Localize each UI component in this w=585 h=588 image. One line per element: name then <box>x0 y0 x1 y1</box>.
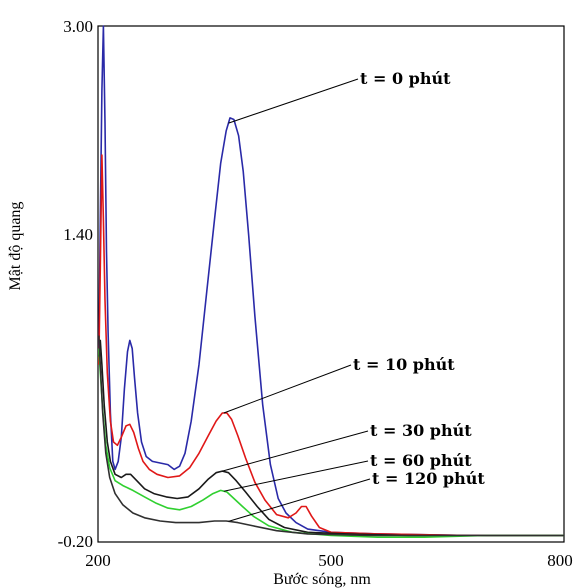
y-tick-label: -0.20 <box>58 532 93 551</box>
plot-frame <box>97 25 565 543</box>
y-tick-label: 1.40 <box>63 225 93 244</box>
series-line-5 <box>98 335 564 537</box>
x-tick-label: 500 <box>318 551 344 570</box>
series-line-4 <box>98 348 564 538</box>
annotation-leader-line <box>228 78 359 124</box>
series-line-1 <box>98 25 564 537</box>
annotation-leader-line <box>222 430 369 472</box>
y-axis-title: Mật độ quang <box>7 202 24 291</box>
series-layer <box>98 25 564 538</box>
y-tick-label: 3.00 <box>63 17 93 36</box>
series-line-2 <box>98 154 564 537</box>
annotation-label: t = 10 phút <box>353 355 455 374</box>
annotation-leader-line <box>228 478 371 522</box>
annotation-layer: t = 0 phút t = 10 phút t = 30 phút t = 60 p… <box>222 69 485 522</box>
annotation-leader-line <box>223 364 352 414</box>
annotation-label: t = 0 phút <box>360 69 451 88</box>
annotation-label: t = 30 phút <box>370 421 472 440</box>
x-axis-title: Bước sóng, nm <box>273 571 371 588</box>
annotation-label: t = 60 phút <box>370 451 472 470</box>
x-tick-label: 800 <box>547 551 573 570</box>
x-tick-label: 200 <box>85 551 111 570</box>
series-line-3 <box>98 339 564 537</box>
annotation-leader-line <box>223 460 369 492</box>
annotation-label: t = 120 phút <box>372 469 485 488</box>
